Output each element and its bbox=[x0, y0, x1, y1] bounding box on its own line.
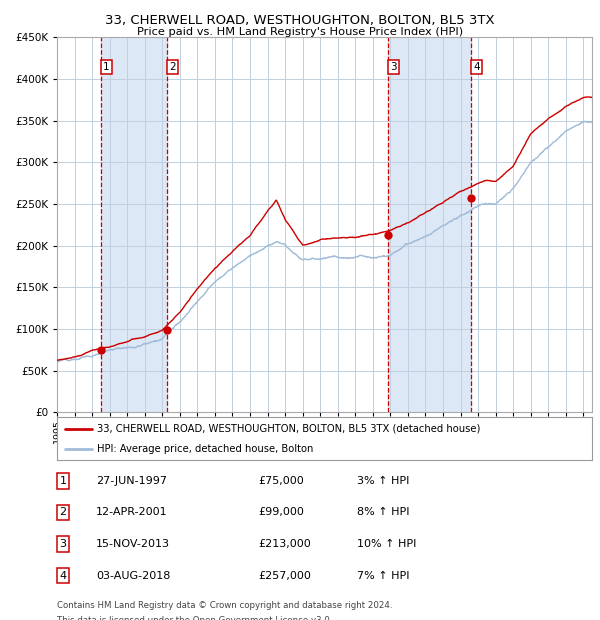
Text: £99,000: £99,000 bbox=[258, 507, 304, 518]
Text: £75,000: £75,000 bbox=[258, 476, 304, 486]
Text: HPI: Average price, detached house, Bolton: HPI: Average price, detached house, Bolt… bbox=[97, 444, 314, 454]
Bar bbox=[388, 37, 471, 412]
Text: 2: 2 bbox=[169, 62, 176, 72]
Text: 1: 1 bbox=[103, 62, 109, 72]
Text: 27-JUN-1997: 27-JUN-1997 bbox=[96, 476, 167, 486]
Text: 3% ↑ HPI: 3% ↑ HPI bbox=[357, 476, 409, 486]
Text: Price paid vs. HM Land Registry's House Price Index (HPI): Price paid vs. HM Land Registry's House … bbox=[137, 27, 463, 37]
Text: 12-APR-2001: 12-APR-2001 bbox=[96, 507, 167, 518]
Text: 7% ↑ HPI: 7% ↑ HPI bbox=[357, 570, 409, 581]
Text: 3: 3 bbox=[391, 62, 397, 72]
Text: 33, CHERWELL ROAD, WESTHOUGHTON, BOLTON, BL5 3TX: 33, CHERWELL ROAD, WESTHOUGHTON, BOLTON,… bbox=[105, 14, 495, 27]
Text: 15-NOV-2013: 15-NOV-2013 bbox=[96, 539, 170, 549]
Text: This data is licensed under the Open Government Licence v3.0.: This data is licensed under the Open Gov… bbox=[57, 616, 332, 620]
Text: Contains HM Land Registry data © Crown copyright and database right 2024.: Contains HM Land Registry data © Crown c… bbox=[57, 601, 392, 610]
Text: 2: 2 bbox=[59, 507, 67, 518]
Text: 33, CHERWELL ROAD, WESTHOUGHTON, BOLTON, BL5 3TX (detached house): 33, CHERWELL ROAD, WESTHOUGHTON, BOLTON,… bbox=[97, 424, 481, 434]
Text: 1: 1 bbox=[59, 476, 67, 486]
Bar bbox=[101, 37, 167, 412]
Text: £257,000: £257,000 bbox=[258, 570, 311, 581]
Text: £213,000: £213,000 bbox=[258, 539, 311, 549]
Text: 3: 3 bbox=[59, 539, 67, 549]
Text: 4: 4 bbox=[473, 62, 479, 72]
Text: 10% ↑ HPI: 10% ↑ HPI bbox=[357, 539, 416, 549]
Text: 8% ↑ HPI: 8% ↑ HPI bbox=[357, 507, 409, 518]
Text: 03-AUG-2018: 03-AUG-2018 bbox=[96, 570, 170, 581]
Text: 4: 4 bbox=[59, 570, 67, 581]
